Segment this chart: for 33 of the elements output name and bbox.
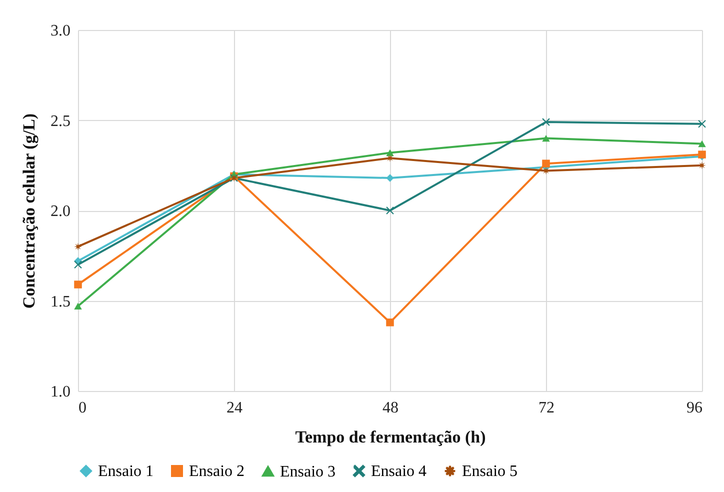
- point: [74, 280, 82, 288]
- y-tick-label: 1.0: [50, 384, 70, 400]
- point: [386, 174, 394, 182]
- point: [74, 260, 82, 269]
- point: [698, 140, 706, 148]
- point: [698, 120, 706, 128]
- point: [542, 118, 550, 126]
- x-axis-title: Tempo de fermentação (h): [295, 428, 486, 446]
- point: [386, 318, 394, 326]
- point: [74, 302, 82, 310]
- x-tick-label: 48: [382, 400, 398, 416]
- point: [386, 154, 394, 162]
- point: [542, 134, 550, 142]
- x-tick-label: 0: [78, 400, 86, 416]
- x-tick-label: 24: [226, 400, 242, 416]
- y-tick-label: 2.5: [50, 112, 70, 130]
- legend-label: Ensaio 1: [98, 463, 154, 480]
- y-axis-title: Concentração celular (g/L): [20, 113, 38, 309]
- legend-label: Ensaio 3: [280, 463, 336, 480]
- point: [386, 206, 394, 214]
- point: [698, 162, 706, 170]
- y-tick-label: 2.0: [50, 203, 70, 220]
- y-tick-label: 1.5: [50, 293, 70, 310]
- y-tick-label: 3.0: [50, 22, 70, 40]
- point: [74, 242, 82, 250]
- point: [542, 166, 550, 175]
- legend-label: Ensaio 5: [462, 463, 518, 480]
- legend-label: Ensaio 2: [189, 463, 245, 480]
- legend-label: Ensaio 4: [371, 463, 427, 480]
- point: [386, 149, 394, 156]
- point: [542, 160, 550, 168]
- x-tick-label: 72: [538, 400, 554, 416]
- x-tick-label: 96: [686, 400, 702, 416]
